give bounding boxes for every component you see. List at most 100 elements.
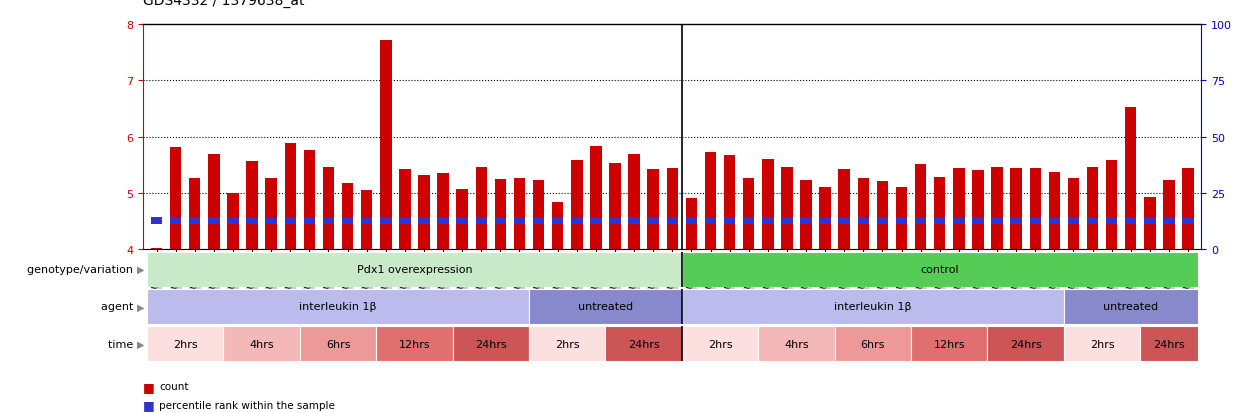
Bar <box>247 218 258 225</box>
Bar <box>858 178 869 250</box>
Bar <box>1068 218 1079 225</box>
Bar <box>1144 197 1155 250</box>
Bar <box>494 218 507 225</box>
Bar <box>723 155 736 250</box>
Bar <box>1106 218 1117 225</box>
Bar <box>934 218 945 225</box>
Text: genotype/variation: genotype/variation <box>27 264 137 275</box>
Bar <box>533 180 544 250</box>
Bar <box>896 188 908 250</box>
Bar <box>529 326 605 361</box>
Bar <box>147 326 223 361</box>
Bar <box>208 218 219 225</box>
Bar <box>705 152 716 250</box>
Bar <box>1163 218 1175 225</box>
Bar <box>1140 326 1198 361</box>
Bar <box>762 160 773 250</box>
Bar <box>304 218 315 225</box>
Bar <box>629 218 640 225</box>
Bar <box>801 180 812 250</box>
Bar <box>743 178 754 250</box>
Bar <box>189 218 200 225</box>
Bar <box>987 326 1064 361</box>
Bar <box>571 218 583 225</box>
Bar <box>915 164 926 250</box>
Bar <box>647 170 659 250</box>
Bar <box>934 177 945 250</box>
Bar <box>418 218 430 225</box>
Bar <box>151 249 162 250</box>
Text: ▶: ▶ <box>137 339 144 349</box>
Bar <box>972 171 984 250</box>
Text: ■: ■ <box>143 380 154 393</box>
Text: GDS4332 / 1379638_at: GDS4332 / 1379638_at <box>143 0 305 8</box>
Bar <box>476 218 487 225</box>
Bar <box>1087 167 1098 250</box>
Bar <box>954 169 965 250</box>
Bar <box>1183 218 1194 225</box>
Bar <box>686 218 697 225</box>
Bar <box>380 40 391 250</box>
Bar <box>590 147 601 250</box>
Bar <box>896 218 908 225</box>
Bar <box>819 188 830 250</box>
Bar <box>342 218 354 225</box>
Bar <box>801 218 812 225</box>
Bar <box>1087 218 1098 225</box>
Text: ■: ■ <box>143 398 154 411</box>
Bar <box>228 194 239 250</box>
Bar <box>609 218 621 225</box>
Bar <box>437 218 448 225</box>
Bar <box>834 326 911 361</box>
Bar <box>743 218 754 225</box>
Text: untreated: untreated <box>578 301 632 312</box>
Bar <box>686 198 697 250</box>
Text: time: time <box>108 339 137 349</box>
Bar <box>758 326 834 361</box>
Bar <box>418 176 430 250</box>
Bar <box>529 289 682 324</box>
Bar <box>147 289 529 324</box>
Bar <box>876 218 888 225</box>
Bar <box>265 179 276 250</box>
Bar <box>1011 218 1022 225</box>
Bar <box>533 218 544 225</box>
Text: control: control <box>920 264 959 275</box>
Bar <box>285 218 296 225</box>
Bar <box>223 326 300 361</box>
Bar <box>228 218 239 225</box>
Bar <box>915 218 926 225</box>
Bar <box>457 218 468 225</box>
Bar <box>1048 218 1059 225</box>
Bar <box>1011 169 1022 250</box>
Bar <box>838 170 850 250</box>
Bar <box>400 218 411 225</box>
Text: 6hrs: 6hrs <box>326 339 350 349</box>
Bar <box>265 218 276 225</box>
Bar <box>1030 218 1041 225</box>
Bar <box>954 218 965 225</box>
Text: percentile rank within the sample: percentile rank within the sample <box>159 400 335 410</box>
Text: 24hrs: 24hrs <box>627 339 660 349</box>
Bar <box>151 218 162 225</box>
Bar <box>376 326 453 361</box>
Bar <box>682 289 1064 324</box>
Bar <box>1144 218 1155 225</box>
Bar <box>361 191 372 250</box>
Bar <box>762 218 773 225</box>
Bar <box>437 174 448 250</box>
Bar <box>300 326 376 361</box>
Text: untreated: untreated <box>1103 301 1158 312</box>
Bar <box>858 218 869 225</box>
Bar <box>1125 218 1137 225</box>
Bar <box>991 218 1002 225</box>
Bar <box>247 161 258 250</box>
Bar <box>361 218 372 225</box>
Text: 2hrs: 2hrs <box>1089 339 1114 349</box>
Bar <box>838 218 850 225</box>
Text: 12hrs: 12hrs <box>398 339 431 349</box>
Text: 24hrs: 24hrs <box>1010 339 1042 349</box>
Bar <box>991 167 1002 250</box>
Bar <box>571 161 583 250</box>
Text: 4hrs: 4hrs <box>249 339 274 349</box>
